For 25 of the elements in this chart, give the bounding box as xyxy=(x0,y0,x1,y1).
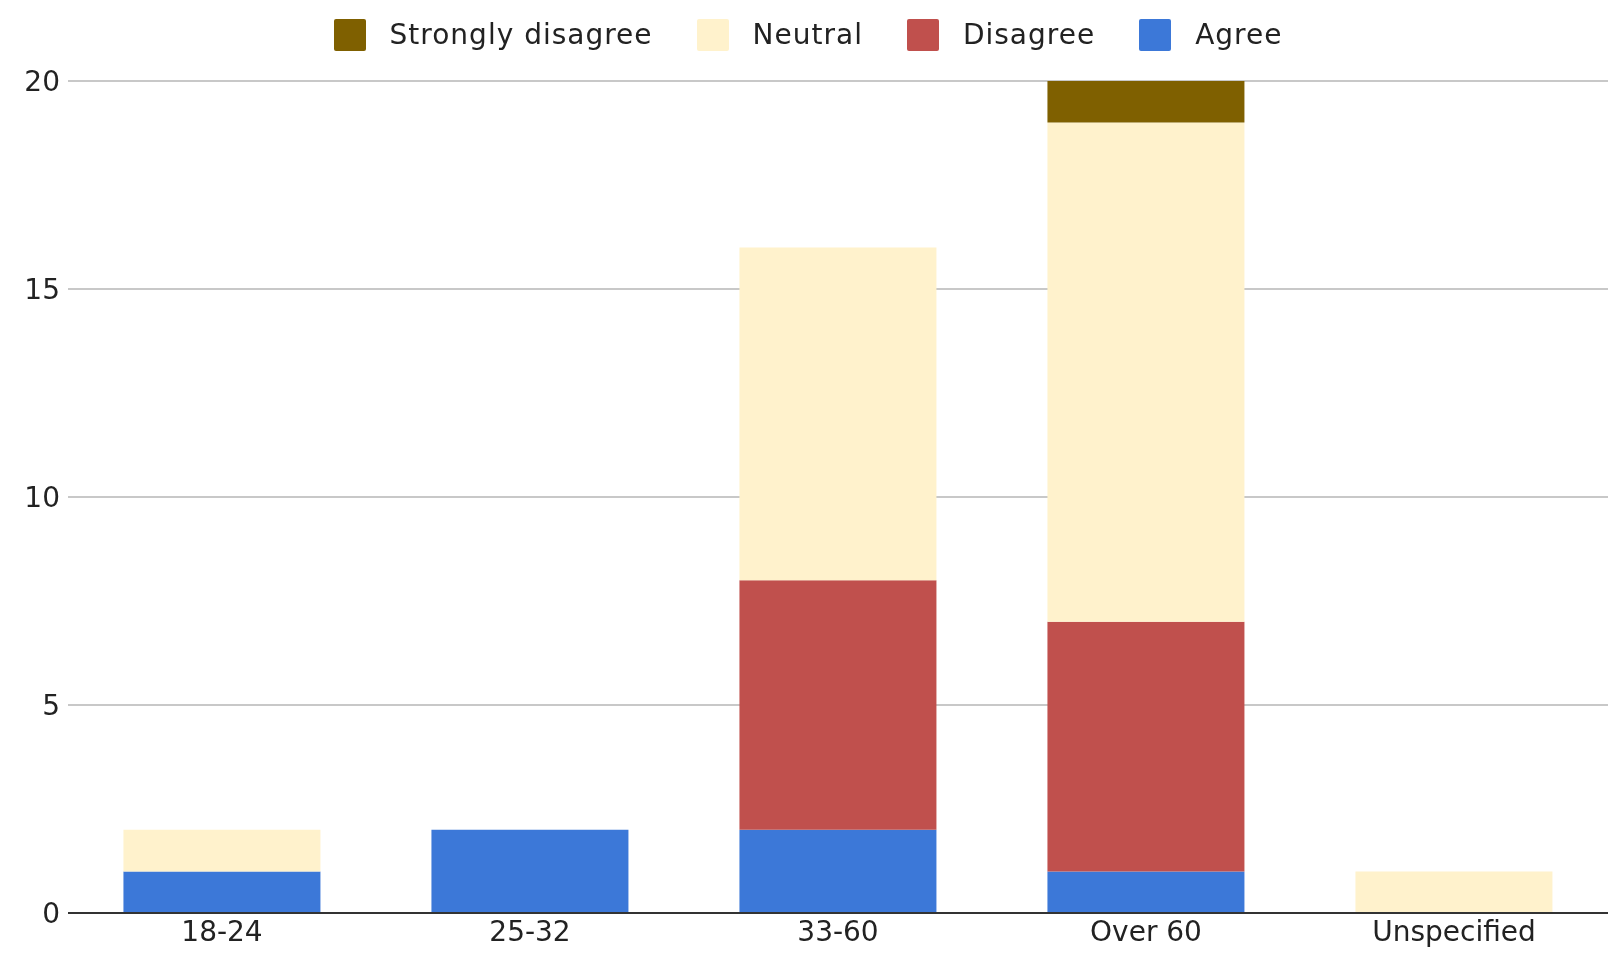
legend-label: Disagree xyxy=(962,18,1096,51)
bar xyxy=(739,829,937,913)
bar xyxy=(1355,871,1553,913)
legend-label: Agree xyxy=(1195,18,1283,51)
bar xyxy=(431,829,629,913)
x-tick-label: Unspecified xyxy=(1372,914,1536,948)
bar xyxy=(739,247,937,581)
x-tick-label: 18-24 xyxy=(181,914,263,948)
y-tick-label: 15 xyxy=(24,272,60,306)
y-tick-label: 5 xyxy=(42,688,60,722)
x-tick-label: 25-32 xyxy=(489,914,571,948)
bar xyxy=(739,580,937,830)
bar xyxy=(1047,122,1245,622)
bar xyxy=(1047,81,1245,123)
bar xyxy=(123,829,321,872)
legend-label: Strongly disagree xyxy=(389,18,653,51)
bar xyxy=(1047,871,1245,913)
x-tick-label: 33-60 xyxy=(797,914,879,948)
y-tick-label: 10 xyxy=(24,480,60,514)
x-tick-label: Over 60 xyxy=(1090,914,1202,948)
legend-label: Neutral xyxy=(752,18,863,51)
bar xyxy=(123,871,321,913)
y-tick-label: 0 xyxy=(42,896,60,930)
bar xyxy=(1047,621,1245,872)
y-tick-label: 20 xyxy=(24,64,60,98)
